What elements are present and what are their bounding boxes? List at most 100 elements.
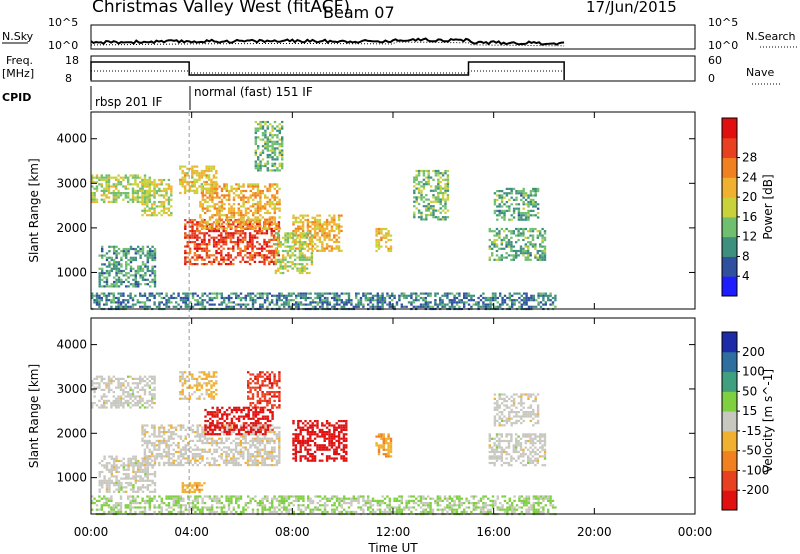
- echo-cell: [153, 250, 157, 253]
- echo-cell: [203, 238, 206, 241]
- echo-cell: [105, 303, 108, 306]
- echo-cell: [136, 382, 139, 385]
- echo-cell: [143, 200, 147, 203]
- echo-cell: [167, 178, 171, 182]
- echo-cell: [179, 167, 182, 170]
- echo-cell: [256, 254, 259, 257]
- echo-cell: [446, 180, 450, 184]
- echo-cell: [101, 484, 104, 487]
- echo-cell: [296, 236, 299, 239]
- echo-cell: [389, 238, 393, 242]
- echo-cell: [429, 200, 433, 203]
- echo-cell: [503, 301, 507, 304]
- echo-cell: [187, 294, 190, 297]
- echo-cell: [218, 214, 221, 217]
- echo-cell: [188, 219, 192, 222]
- echo-cell: [220, 296, 223, 300]
- echo-cell: [463, 305, 466, 308]
- echo-cell: [208, 254, 211, 257]
- echo-cell: [181, 180, 184, 184]
- echo-cell: [124, 391, 127, 394]
- echo-cell: [143, 459, 147, 462]
- echo-cell: [122, 269, 125, 273]
- echo-cell: [298, 241, 302, 244]
- echo-cell: [532, 190, 535, 193]
- echo-cell: [520, 299, 523, 302]
- echo-cell: [105, 301, 108, 304]
- echo-cell: [182, 455, 185, 458]
- echo-cell: [261, 227, 264, 230]
- echo-cell: [211, 406, 214, 409]
- echo-cell: [405, 305, 408, 308]
- echo-cell: [323, 221, 326, 224]
- echo-cell: [554, 305, 557, 308]
- echo-cell: [132, 274, 135, 277]
- echo-cell: [215, 249, 218, 252]
- echo-cell: [213, 203, 216, 206]
- echo-cell: [439, 187, 442, 190]
- echo-cell: [237, 218, 240, 221]
- echo-cell: [105, 479, 109, 482]
- echo-cell: [110, 388, 113, 391]
- echo-cell: [385, 227, 388, 231]
- echo-cell: [136, 402, 139, 405]
- echo-cell: [198, 437, 202, 440]
- echo-cell: [235, 408, 238, 412]
- echo-cell: [115, 466, 118, 469]
- echo-cell: [381, 292, 384, 295]
- echo-cell: [146, 267, 149, 270]
- echo-cell: [101, 263, 104, 266]
- echo-cell: [225, 459, 228, 462]
- echo-cell: [207, 165, 211, 168]
- echo-cell: [115, 468, 118, 471]
- echo-cell: [263, 260, 266, 263]
- echo-cell: [153, 274, 157, 277]
- echo-cell: [251, 397, 255, 400]
- echo-cell: [98, 285, 101, 288]
- echo-cell: [228, 209, 231, 212]
- echo-cell: [443, 303, 447, 306]
- echo-cell: [195, 388, 199, 391]
- echo-cell: [432, 205, 435, 208]
- echo-cell: [264, 185, 267, 188]
- echo-cell: [98, 490, 101, 493]
- echo-cell: [260, 254, 264, 257]
- echo-cell: [149, 252, 152, 255]
- echo-cell: [220, 301, 223, 304]
- echo-cell: [422, 178, 426, 181]
- echo-cell: [170, 205, 173, 208]
- echo-cell: [208, 431, 211, 434]
- echo-cell: [165, 450, 168, 453]
- echo-cell: [201, 426, 204, 429]
- echo-cell: [281, 145, 284, 148]
- echo-cell: [218, 207, 221, 210]
- echo-cell: [249, 433, 252, 436]
- echo-cell: [232, 245, 235, 248]
- echo-cell: [491, 247, 494, 250]
- nave-tick-bottom: 0: [708, 72, 715, 85]
- echo-cell: [530, 305, 533, 308]
- echo-cell: [254, 140, 257, 143]
- echo-cell: [444, 191, 447, 195]
- echo-cell: [195, 165, 199, 168]
- echo-cell: [511, 305, 514, 308]
- echo-cell: [298, 269, 302, 272]
- echo-cell: [228, 189, 231, 193]
- echo-cell: [205, 252, 209, 255]
- echo-cell: [211, 428, 214, 431]
- echo-cell: [258, 247, 261, 250]
- echo-cell: [391, 294, 394, 297]
- echo-cell: [276, 167, 279, 170]
- echo-cell: [153, 402, 156, 405]
- echo-cell: [188, 371, 192, 374]
- echo-cell: [160, 431, 163, 434]
- echo-cell: [196, 303, 199, 306]
- echo-cell: [129, 198, 132, 201]
- echo-cell: [308, 271, 311, 275]
- echo-cell: [306, 249, 310, 252]
- echo-cell: [244, 296, 247, 300]
- echo-cell: [225, 408, 229, 412]
- echo-cell: [143, 464, 147, 467]
- echo-cell: [221, 413, 224, 416]
